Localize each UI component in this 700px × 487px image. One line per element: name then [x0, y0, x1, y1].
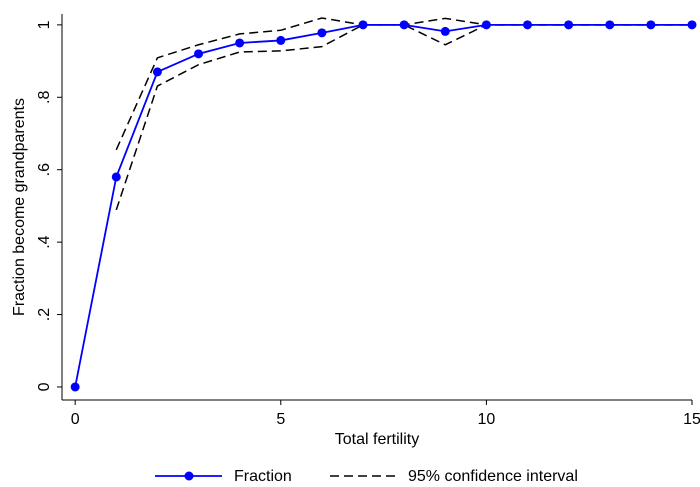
series-marker	[276, 35, 286, 45]
series-marker	[440, 26, 450, 36]
y-tick-label: .4	[36, 235, 53, 248]
x-tick-label: 0	[71, 411, 80, 428]
y-tick-label: .8	[36, 91, 53, 104]
y-tick-label: .2	[36, 308, 53, 321]
series-marker	[152, 67, 162, 77]
series-marker	[481, 20, 491, 30]
series-marker	[317, 28, 327, 38]
series-line	[74, 23, 692, 388]
y-tick-label: 0	[36, 382, 53, 391]
series-marker	[358, 20, 368, 30]
legend-marker	[184, 471, 194, 481]
series-marker	[564, 20, 574, 30]
y-axis-title: Fraction become grandparents	[11, 98, 28, 316]
series-marker	[235, 38, 245, 48]
series-marker	[523, 20, 533, 30]
ci-upper-line	[115, 17, 692, 151]
series-marker	[646, 20, 656, 30]
series-marker	[111, 172, 121, 182]
legend-label: Fraction	[234, 468, 292, 485]
series-marker	[399, 20, 409, 30]
series-marker	[605, 20, 615, 30]
y-tick-label: 1	[36, 20, 53, 29]
series-marker	[70, 382, 80, 392]
legend-label: 95% confidence interval	[408, 468, 578, 485]
x-tick-label: 10	[477, 411, 495, 428]
x-tick-label: 15	[683, 411, 700, 428]
y-tick-label: .6	[36, 163, 53, 176]
series-marker	[687, 20, 697, 30]
x-axis-title: Total fertility	[335, 431, 419, 448]
x-tick-label: 5	[276, 411, 285, 428]
series-marker	[194, 49, 204, 59]
